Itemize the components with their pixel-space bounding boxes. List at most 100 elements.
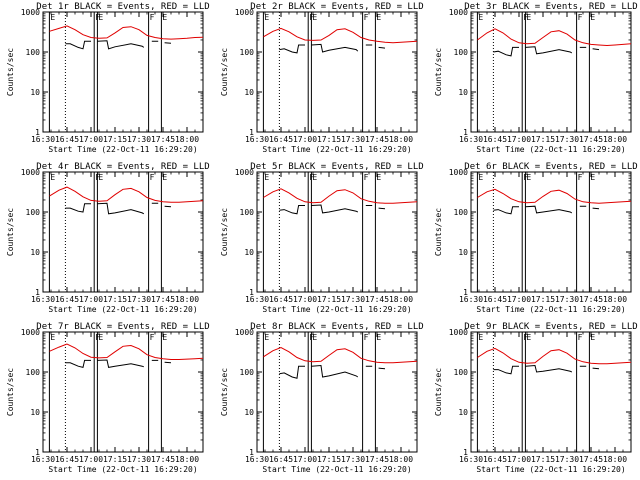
y-tick-label: 10 [30,408,40,417]
x-tick-label: 18:00 [389,295,413,304]
event-marker-label: F [578,173,583,182]
event-marker-label: E [264,13,269,22]
y-tick-label: 1 [463,128,468,137]
chart-panel-8: Det 8r BLACK = Events, RED = LLD 1 10 100 10… [220,322,424,474]
event-marker-label: F [364,333,369,342]
x-tick-label: 18:00 [175,135,199,144]
x-axis-label: Start Time (22-Oct-11 16:29:20) [262,145,411,154]
event-marker-label: E [312,333,317,342]
y-tick-label: 10 [458,408,468,417]
y-tick-label: 100 [454,48,469,57]
x-tick-label: 17:45 [579,295,603,304]
event-marker-label: F [150,333,155,342]
lld-series-line [49,25,204,40]
lld-series-line [263,346,418,364]
y-axis-label: Counts/sec [220,208,229,256]
event-marker-label: E [526,333,531,342]
y-tick-label: 100 [26,368,41,377]
y-tick-label: 1 [249,448,254,457]
x-tick-label: 16:45 [269,455,293,464]
x-tick-label: 18:00 [603,135,627,144]
y-axis-label: Counts/sec [434,368,443,416]
x-tick-label: 17:15 [103,295,127,304]
chart-panel-3: Det 3r BLACK = Events, RED = LLD 1 10 100 10… [434,2,638,154]
x-tick-label: 17:30 [555,295,579,304]
events-series-line [65,359,172,369]
lld-series-line [477,28,632,47]
event-marker-label: E [312,13,317,22]
y-axis-label: Counts/sec [6,208,15,256]
chart-panel-9: Det 9r BLACK = Events, RED = LLD 1 10 100 10… [434,322,638,474]
x-tick-label: 17:15 [103,135,127,144]
x-tick-label: 17:00 [79,455,103,464]
x-tick-label: 17:30 [341,455,365,464]
x-tick-label: 17:30 [555,135,579,144]
event-marker-label: E [526,13,531,22]
x-tick-label: 18:00 [603,295,627,304]
x-tick-label: 17:45 [365,295,389,304]
x-tick-label: 16:30 [459,135,483,144]
events-series-line [65,202,172,215]
event-marker-label: E [264,173,269,182]
x-tick-label: 17:15 [317,295,341,304]
x-tick-label: 17:45 [151,135,175,144]
plot-frame [42,171,204,293]
x-tick-label: 17:45 [151,295,175,304]
x-tick-label: 17:00 [79,135,103,144]
x-tick-label: 17:30 [341,135,365,144]
y-tick-label: 1000 [21,168,40,177]
y-tick-label: 1 [463,288,468,297]
events-series-line [493,364,600,375]
y-axis-label: Counts/sec [6,368,15,416]
x-tick-label: 17:45 [579,135,603,144]
x-tick-label: 17:45 [579,455,603,464]
y-tick-label: 1 [35,448,40,457]
y-tick-label: 100 [240,48,255,57]
y-axis-label: Counts/sec [434,208,443,256]
x-tick-label: 17:00 [507,455,531,464]
chart-title: Det 8r BLACK = Events, RED = LLD [250,322,423,332]
y-tick-label: 10 [244,88,254,97]
event-marker-label: E [264,333,269,342]
event-marker-label: E [526,173,531,182]
event-marker-label: E [162,333,167,342]
x-tick-label: 17:45 [365,455,389,464]
event-marker-label: F [150,13,155,22]
x-tick-label: 17:15 [531,135,555,144]
x-tick-label: 18:00 [389,135,413,144]
x-tick-label: 16:45 [55,295,79,304]
event-marker-label: E [478,13,483,22]
chart-title: Det 9r BLACK = Events, RED = LLD [464,322,637,332]
lld-series-line [263,188,418,204]
chart-title: Det 1r BLACK = Events, RED = LLD [36,2,209,12]
x-tick-label: 16:45 [55,455,79,464]
plot-frame [470,11,632,133]
event-marker-label: E [376,333,381,342]
y-tick-label: 10 [30,248,40,257]
y-axis-label: Counts/sec [220,48,229,96]
x-tick-label: 17:45 [365,135,389,144]
x-tick-label: 16:30 [31,455,55,464]
event-marker-label: E [98,173,103,182]
x-tick-label: 17:15 [531,295,555,304]
x-tick-label: 17:30 [341,295,365,304]
x-tick-label: 16:45 [483,135,507,144]
chart-title: Det 6r BLACK = Events, RED = LLD [464,162,637,172]
event-marker-label: E [162,13,167,22]
event-marker-label: F [364,173,369,182]
y-tick-label: 1000 [449,8,468,17]
chart-panel-6: Det 6r BLACK = Events, RED = LLD 1 10 100 10… [434,162,638,314]
x-axis-label: Start Time (22-Oct-11 16:29:20) [262,305,411,314]
x-axis-label: Start Time (22-Oct-11 16:29:20) [48,145,197,154]
x-axis-label: Start Time (22-Oct-11 16:29:20) [476,305,625,314]
y-tick-label: 1 [249,128,254,137]
plot-frame [256,171,418,293]
event-marker-label: E [478,173,483,182]
x-tick-label: 16:45 [483,455,507,464]
x-tick-label: 16:30 [245,455,269,464]
y-tick-label: 10 [244,408,254,417]
x-tick-label: 17:15 [317,135,341,144]
chart-title: Det 2r BLACK = Events, RED = LLD [250,2,423,12]
x-axis-label: Start Time (22-Oct-11 16:29:20) [476,145,625,154]
x-tick-label: 17:30 [127,455,151,464]
